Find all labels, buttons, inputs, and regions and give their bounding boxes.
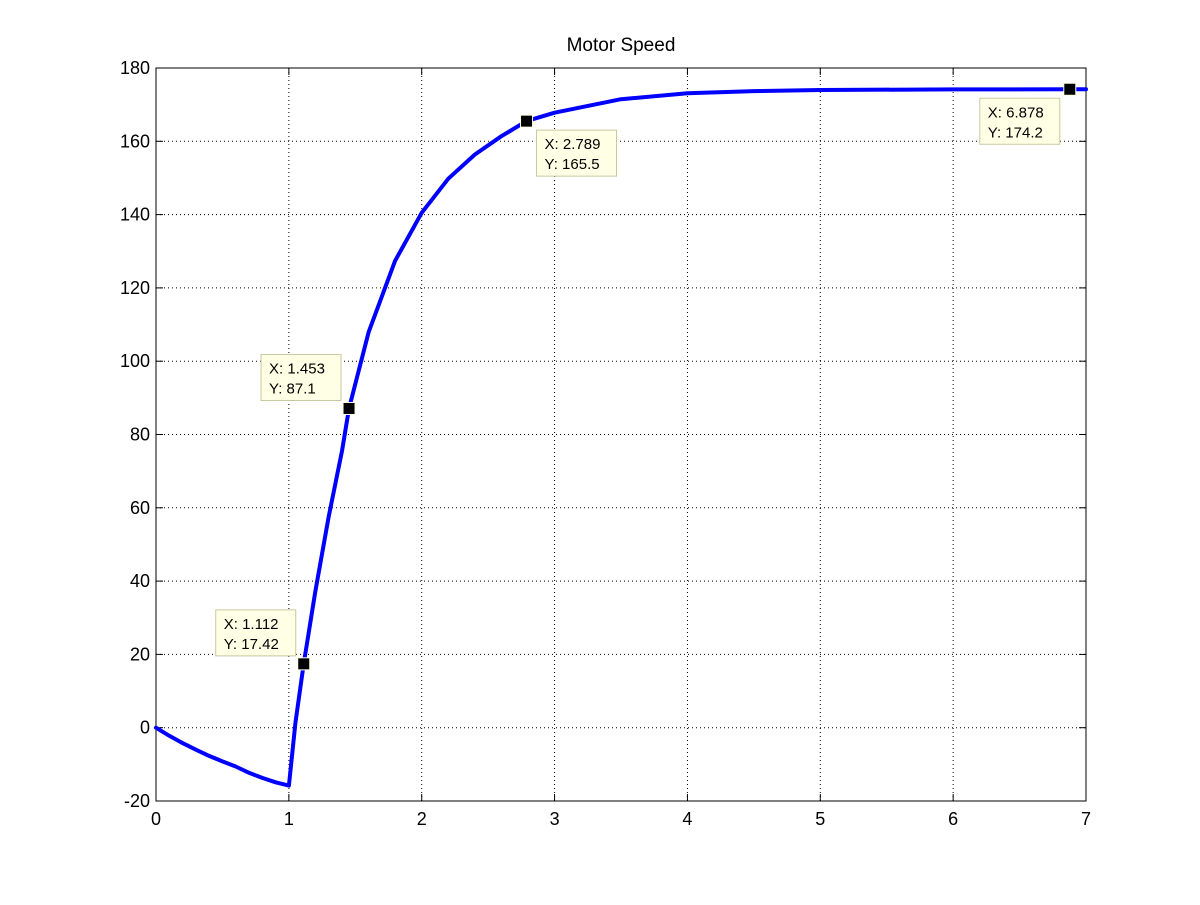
x-tick-label: 3 <box>550 809 560 829</box>
x-tick-label: 2 <box>417 809 427 829</box>
y-tick-label: 0 <box>140 718 150 738</box>
y-tick-label: 80 <box>130 425 150 445</box>
chart-title: Motor Speed <box>567 35 676 56</box>
data-tip: X: 1.453 Y: 87.1 <box>260 353 356 415</box>
y-tick-label: 20 <box>130 644 150 664</box>
y-tick-label: 100 <box>120 351 150 371</box>
data-tip-y-label: Y: 174.2 <box>988 124 1043 141</box>
data-tip: X: 2.789 Y: 165.5 <box>520 114 618 177</box>
series-layer <box>154 87 1088 788</box>
data-tip-box <box>260 353 342 401</box>
data-tip-box <box>536 129 618 177</box>
x-tick-label: 0 <box>151 809 161 829</box>
data-tips: X: 1.112 Y: 17.42 X: 1.453 Y: 87.1 X: 2.789 Y… <box>215 82 1077 671</box>
y-tick-label: 120 <box>120 278 150 298</box>
y-tick-label: 40 <box>130 571 150 591</box>
data-tip-marker <box>1063 82 1077 96</box>
y-tick-label: -20 <box>124 791 150 811</box>
x-tick-label: 5 <box>815 809 825 829</box>
x-tick-label: 1 <box>284 809 294 829</box>
x-tick-label: 4 <box>682 809 692 829</box>
y-tick-label: 60 <box>130 498 150 518</box>
data-tip-x-label: X: 6.878 <box>988 104 1044 121</box>
data-tip-y-label: Y: 87.1 <box>269 380 316 397</box>
y-tick-label: 160 <box>120 131 150 151</box>
data-tip-marker <box>520 114 534 128</box>
grid-lines <box>156 68 1086 801</box>
speed-series-line <box>154 87 1088 788</box>
axes-box <box>155 67 1087 802</box>
x-tick-label: 7 <box>1081 809 1091 829</box>
data-tip-y-label: Y: 165.5 <box>545 156 600 173</box>
y-tick-label: 140 <box>120 205 150 225</box>
data-tip: X: 6.878 Y: 174.2 <box>979 82 1077 145</box>
data-tip-x-label: X: 2.789 <box>545 136 601 153</box>
data-tip-box <box>215 609 297 657</box>
data-tip-y-label: Y: 17.42 <box>224 636 279 653</box>
y-tick-label: 180 <box>120 58 150 78</box>
data-tip-box <box>979 97 1061 145</box>
data-tip-marker <box>342 401 356 415</box>
x-tick-label: 6 <box>948 809 958 829</box>
data-tip-x-label: X: 1.112 <box>224 616 279 633</box>
data-tip-x-label: X: 1.453 <box>269 360 325 377</box>
data-tip-marker <box>297 657 311 671</box>
data-tip: X: 1.112 Y: 17.42 <box>215 609 311 671</box>
